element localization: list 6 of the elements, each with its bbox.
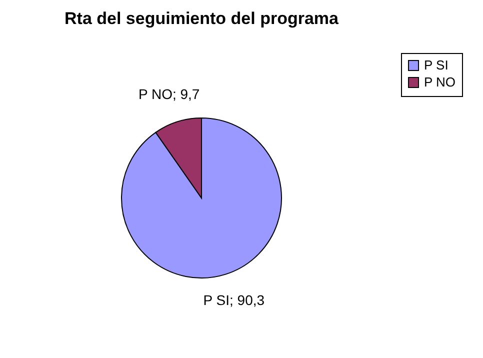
legend-label: P SI [424, 58, 448, 72]
chart-title: Rta del seguimiento del programa [64, 9, 340, 28]
legend-label: P NO [424, 74, 456, 90]
data-label: P SI; 90,3 [203, 292, 265, 308]
pie-slice [121, 118, 282, 278]
data-label: P NO; 9,7 [138, 86, 200, 102]
